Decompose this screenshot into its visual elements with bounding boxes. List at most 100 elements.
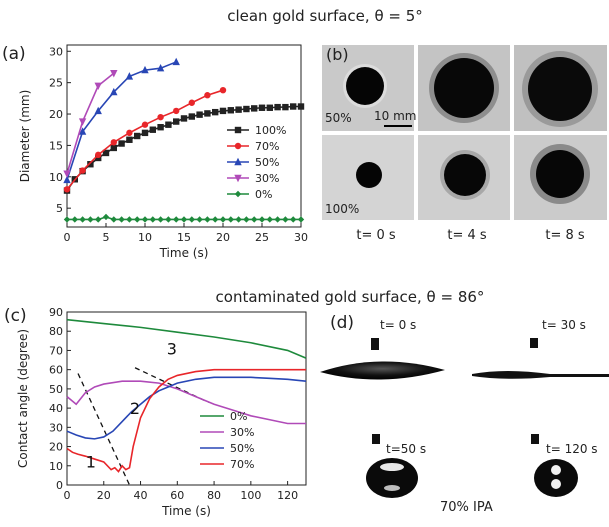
dispensing-needle — [372, 434, 380, 444]
data-point — [118, 216, 125, 223]
photo-50-t0 — [322, 45, 414, 131]
plot-frame — [66, 311, 307, 486]
data-point — [290, 103, 297, 110]
series-line-50pct — [66, 61, 177, 181]
diameter-chart: 0 5 10 15 20 25 30 5 10 15 20 25 30 Time (s) Diameter … — [18, 44, 308, 260]
y-tick-label: 0 — [56, 479, 63, 492]
region-annotation: 3 — [167, 339, 177, 358]
data-point — [297, 103, 305, 110]
data-point — [157, 113, 164, 121]
x-tick-label: 100 — [240, 489, 261, 502]
data-point — [110, 70, 118, 78]
y-tick-label: 10 — [49, 460, 63, 473]
contaminated-surface-heading: contaminated gold surface, θ = 86° — [215, 288, 485, 306]
x-tick-label: 80 — [207, 489, 221, 502]
data-point — [141, 65, 149, 74]
dispensing-needle — [530, 338, 538, 348]
dispensing-needle — [371, 338, 379, 350]
row-label-100: 100% — [325, 202, 360, 216]
y-axis-label: Diameter (mm) — [18, 90, 32, 183]
x-tick-label: 40 — [134, 489, 148, 502]
data-point — [63, 216, 71, 223]
series-markers-0pct — [63, 213, 305, 223]
y-tick-label: 40 — [49, 402, 63, 415]
data-point — [227, 216, 234, 223]
x-tick-label: 0 — [64, 231, 71, 244]
legend-marker — [234, 174, 242, 183]
data-point — [204, 110, 211, 117]
data-point — [282, 103, 289, 111]
data-point — [188, 216, 195, 223]
series-line-0pct — [66, 318, 307, 359]
panel-label-b: (b) — [326, 45, 349, 64]
series-line-30pct — [66, 72, 115, 174]
series-line-30pct — [66, 380, 306, 425]
data-point — [204, 92, 211, 99]
data-point — [102, 213, 110, 221]
data-point — [141, 121, 149, 128]
data-point — [141, 129, 149, 137]
legend-label: 50% — [255, 156, 279, 169]
legend-label: 30% — [230, 426, 254, 439]
legend-label: 0% — [255, 188, 272, 201]
y-tick-label: 10 — [49, 171, 63, 184]
x-tick-label: 20 — [97, 489, 111, 502]
data-point — [78, 118, 87, 126]
frame-label-120s: t= 120 s — [546, 442, 598, 456]
data-point — [71, 216, 78, 223]
data-point — [188, 113, 195, 120]
x-tick-label: 0 — [64, 489, 71, 502]
panel-label-d: (d) — [330, 313, 355, 333]
data-point — [94, 106, 102, 115]
y-tick-label: 60 — [49, 364, 63, 377]
time-label-0s: t= 0 s — [356, 228, 396, 243]
photo-50-t4 — [418, 45, 510, 131]
data-point — [251, 216, 258, 223]
data-point — [173, 216, 180, 223]
data-point — [95, 151, 102, 159]
data-point — [290, 216, 297, 223]
data-point — [188, 99, 195, 106]
data-point — [118, 140, 125, 147]
data-point — [172, 57, 180, 66]
legend-marker — [234, 142, 242, 150]
x-tick-label: 25 — [255, 231, 269, 244]
data-point — [219, 86, 227, 94]
data-point — [180, 216, 188, 223]
droplet-spot — [346, 67, 384, 105]
data-point — [196, 216, 203, 223]
region-annotation: 1 — [86, 453, 96, 472]
x-axis-label: Time (s) — [159, 246, 209, 260]
frame-label-0s: t= 0 s — [380, 318, 417, 332]
series-markers-70pct — [63, 86, 227, 193]
droplet-spot — [434, 58, 494, 118]
y-tick-label: 70 — [49, 344, 63, 357]
data-point — [173, 118, 180, 125]
data-point — [258, 104, 266, 111]
y-tick-label: 90 — [49, 306, 63, 319]
panel-label-c: (c) — [4, 306, 27, 326]
data-point — [219, 107, 227, 115]
data-point — [134, 132, 141, 140]
panel-label-a: (a) — [2, 44, 26, 64]
data-point — [126, 136, 133, 143]
legend-marker — [234, 190, 242, 198]
legend-label: 30% — [255, 172, 279, 185]
y-tick-label: 30 — [49, 421, 63, 434]
droplet-profile-t0 — [320, 361, 445, 380]
data-point — [134, 216, 141, 223]
data-point — [204, 216, 211, 223]
data-point — [87, 216, 94, 223]
scale-bar-label: 10 mm — [374, 109, 417, 123]
data-point — [212, 108, 219, 116]
y-tick-label: 20 — [49, 441, 63, 454]
data-point — [87, 161, 94, 168]
x-axis-label: Time (s) — [161, 504, 211, 518]
photo-100-t0 — [322, 135, 414, 220]
data-point — [227, 107, 234, 114]
data-point — [297, 216, 305, 223]
data-point — [157, 124, 164, 131]
data-point — [243, 216, 250, 223]
data-point — [126, 129, 133, 137]
frame-label-30s: t= 30 s — [542, 318, 586, 332]
